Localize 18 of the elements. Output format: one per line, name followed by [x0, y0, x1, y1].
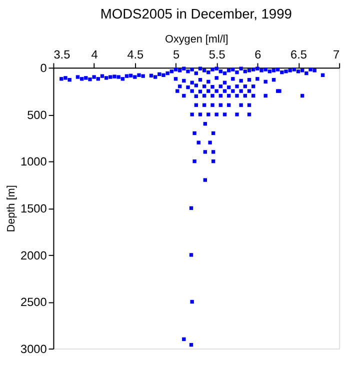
y-tick-label: 2000 [20, 248, 48, 262]
x-tick-label: 6 [254, 47, 262, 62]
y-tick-label: 500 [27, 108, 48, 122]
x-tick-label: 7 [333, 47, 340, 62]
x-tick-label: 3.5 [54, 47, 71, 62]
x-tick-label: 5.5 [208, 47, 226, 62]
x-tick-label: 4.5 [127, 47, 144, 62]
chart-title: MODS2005 in December, 1999 [100, 6, 292, 22]
x-tick-label: 5 [172, 47, 180, 62]
x-tick-label: 4 [91, 47, 98, 62]
y-axis-title: Depth [m] [6, 185, 18, 232]
y-tick-label: 1000 [20, 154, 48, 169]
x-axis-title: Oxygen [ml/l] [165, 34, 228, 46]
y-tick-label: 2500 [20, 295, 48, 310]
x-tick-label: 6.5 [290, 47, 308, 62]
y-tick-label: 0 [40, 61, 48, 76]
y-tick-label: 1500 [20, 202, 48, 216]
y-tick-label: 3000 [20, 342, 48, 356]
